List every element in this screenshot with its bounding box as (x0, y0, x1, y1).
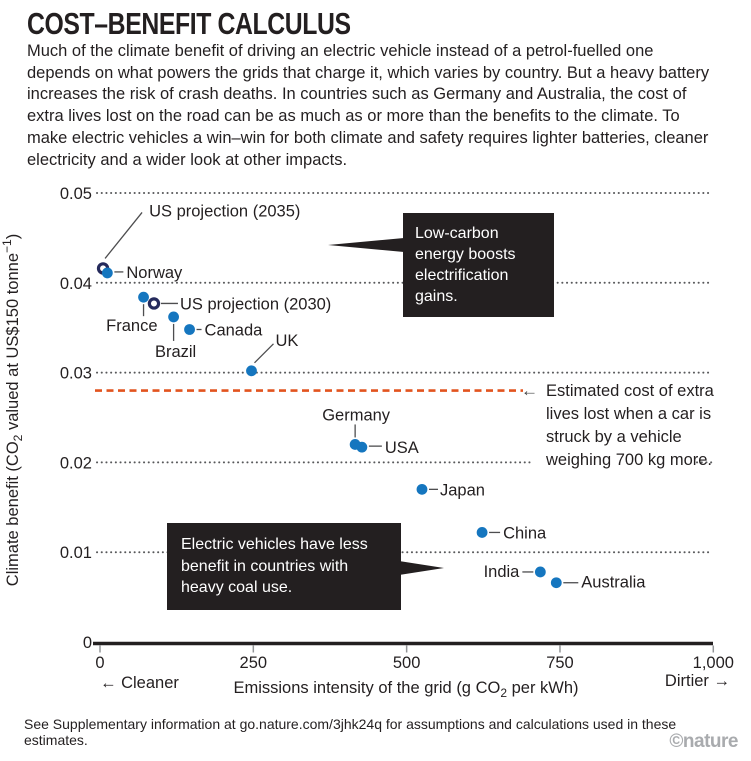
point-label: US projection (2030) (180, 295, 331, 313)
leader-line (254, 343, 274, 364)
point-label: Brazil (155, 343, 196, 361)
dirtier-arrow-label: Dirtier → (665, 672, 730, 690)
x-tick-label: 500 (393, 654, 421, 672)
intro-paragraph: Much of the climate benefit of driving a… (27, 42, 710, 169)
x-tick-label: 1,000 (693, 654, 734, 672)
data-point (138, 291, 149, 303)
point-label: USA (385, 439, 419, 457)
data-point (184, 324, 195, 335)
x-axis-title: Emissions intensity of the grid (g CO2 p… (233, 679, 578, 700)
threshold-arrow-icon: ← (521, 381, 538, 400)
nature-credit: ©nature (669, 731, 738, 752)
page-title: COST–BENEFIT CALCULUS (27, 6, 351, 41)
data-point (246, 365, 257, 377)
point-label: Canada (205, 321, 264, 339)
y-tick-label: 0.05 (60, 185, 92, 203)
data-point (416, 483, 428, 495)
footer-note: See Supplementary information at go.natu… (24, 716, 677, 748)
callout-coal: Electric vehicles have less benefit in c… (167, 523, 401, 610)
y-tick-label: 0.04 (60, 275, 92, 293)
data-point (550, 577, 562, 589)
data-point (101, 267, 113, 279)
point-label: India (484, 563, 521, 581)
point-label: US projection (2035) (149, 202, 300, 220)
point-label: China (503, 524, 547, 542)
point-label: Germany (322, 406, 391, 424)
point-label: France (106, 317, 157, 335)
cleaner-arrow-label: ← Cleaner (100, 674, 179, 692)
data-point (476, 527, 488, 538)
callout-pointer-left (328, 238, 404, 252)
y-tick-label: 0.02 (60, 454, 92, 472)
x-tick-label: 750 (546, 654, 574, 672)
data-point (356, 441, 368, 453)
data-point (534, 566, 546, 578)
data-point (168, 311, 179, 323)
point-label: Australia (581, 574, 646, 592)
callout-pointer-right (399, 561, 444, 575)
point-label: Japan (440, 481, 485, 499)
callout-low-carbon: Low-carbon energy boosts electrification… (403, 213, 554, 317)
data-point-open (147, 297, 161, 310)
leader-line (104, 212, 143, 259)
threshold-annotation: Estimated cost of extra lives lost when … (546, 382, 714, 469)
x-tick-label: 0 (95, 654, 104, 672)
point-label: Norway (126, 264, 183, 282)
y-tick-label: 0.03 (60, 365, 92, 383)
x-tick-label: 250 (240, 654, 268, 672)
point-label: UK (275, 332, 298, 350)
y-tick-label: 0.01 (60, 544, 92, 562)
y-axis-title: Climate benefit (CO2 valued at US$150 to… (0, 234, 25, 586)
y-tick-label: 0 (83, 634, 92, 652)
